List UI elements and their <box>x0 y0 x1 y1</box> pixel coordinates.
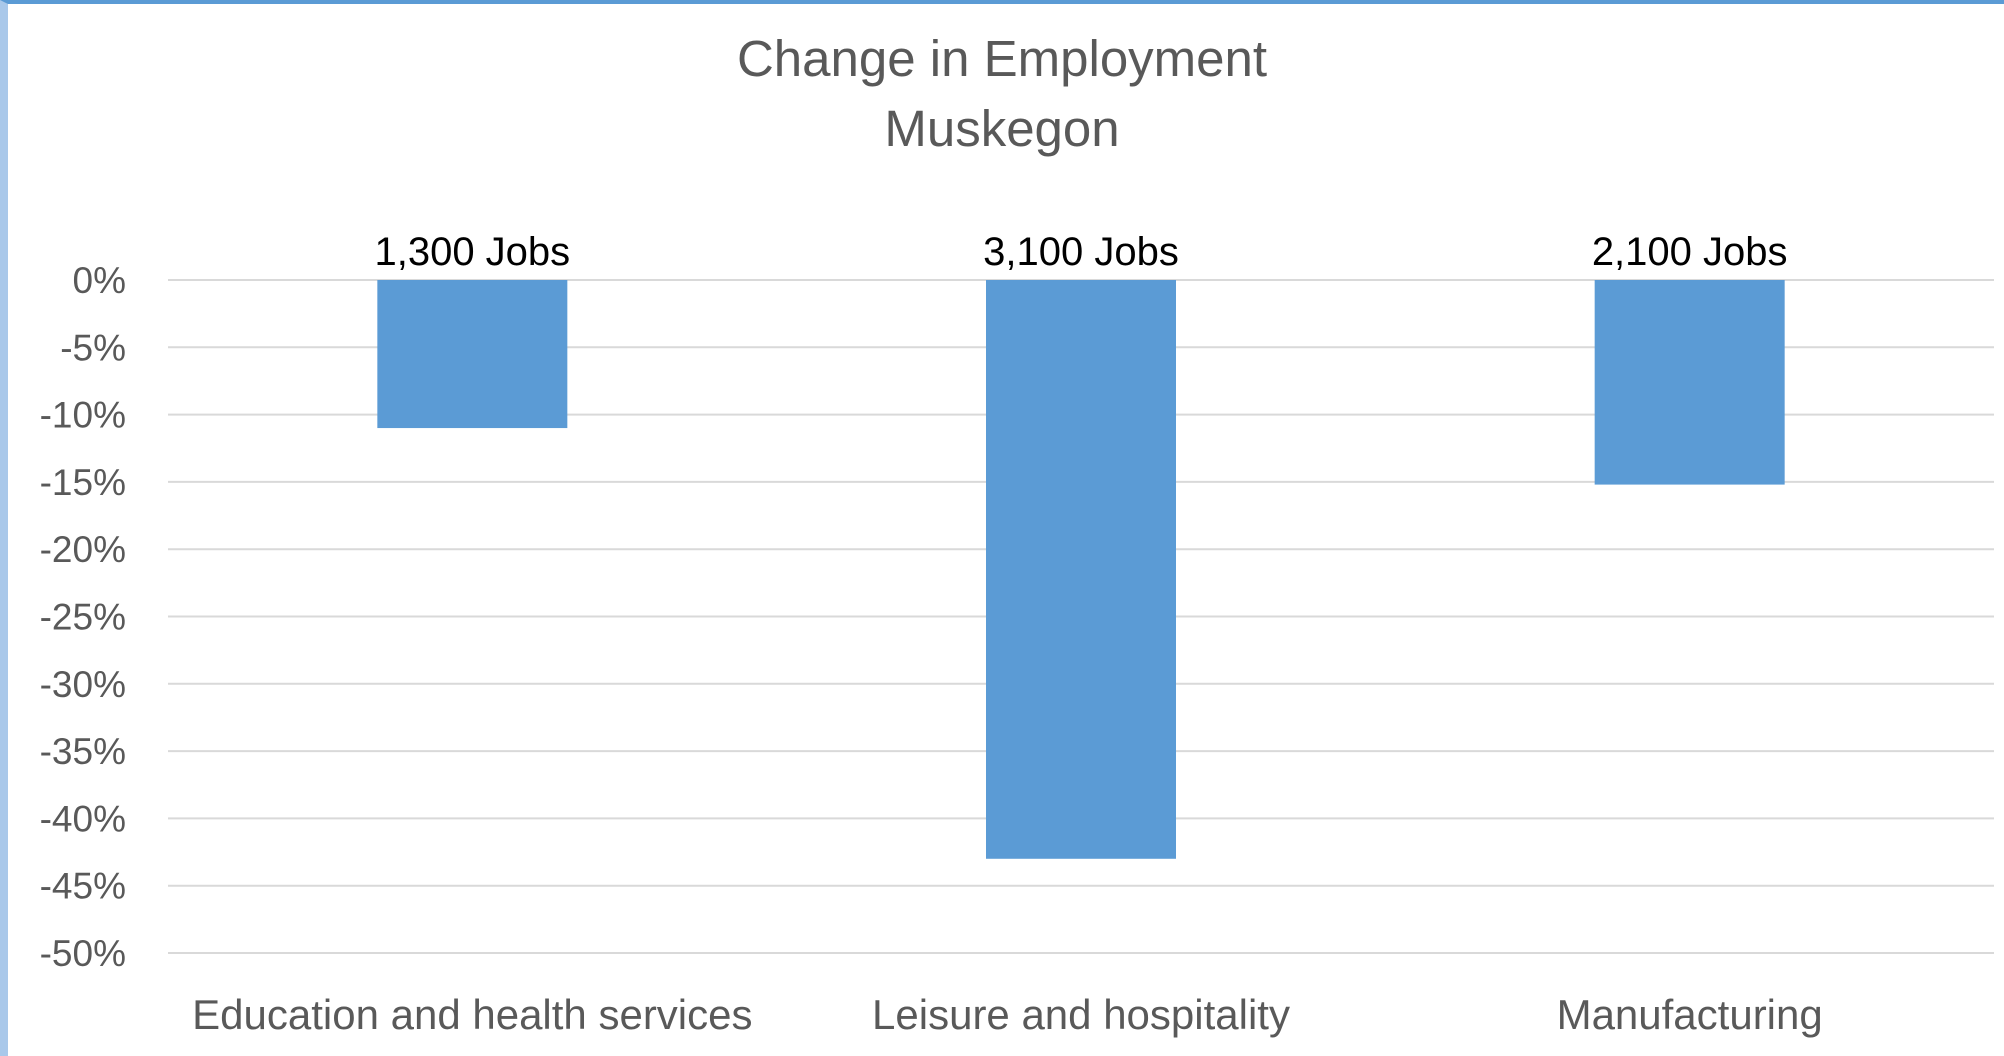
y-tick-label: -25% <box>40 597 126 638</box>
y-tick-label: -30% <box>40 664 126 705</box>
y-tick-label: -20% <box>40 529 126 570</box>
y-tick-label: -15% <box>40 462 126 503</box>
data-label: 2,100 Jobs <box>1592 230 1788 274</box>
y-tick-label: -45% <box>40 866 126 907</box>
category-label: Leisure and hospitality <box>872 991 1290 1038</box>
data-label: 1,300 Jobs <box>374 230 570 274</box>
category-label: Education and health services <box>192 991 752 1038</box>
y-tick-label: -40% <box>40 798 126 839</box>
category-label: Manufacturing <box>1557 991 1823 1038</box>
data-labels: 1,300 Jobs 3,100 Jobs 2,100 Jobs <box>374 230 1787 274</box>
x-axis-category-labels: Education and health services Leisure and… <box>192 991 1823 1038</box>
data-label: 3,100 Jobs <box>983 230 1179 274</box>
bar <box>986 280 1176 859</box>
chart-title: Change in Employment <box>736 30 1268 87</box>
y-axis-tick-labels: 0% -5% -10% -15% -20% -25% -30% -35% -40% -45% -50… <box>40 260 126 974</box>
chart-title-block: Change in Employment Muskegon <box>0 24 2004 164</box>
y-tick-label: 0% <box>73 260 126 301</box>
chart-subtitle: Muskegon <box>884 100 1120 157</box>
y-tick-label: -35% <box>40 731 126 772</box>
y-tick-label: -5% <box>60 327 126 368</box>
bar <box>377 280 568 429</box>
bar <box>1594 280 1785 485</box>
y-tick-label: -50% <box>40 933 126 974</box>
bars <box>377 280 1785 859</box>
y-tick-label: -10% <box>40 395 126 436</box>
